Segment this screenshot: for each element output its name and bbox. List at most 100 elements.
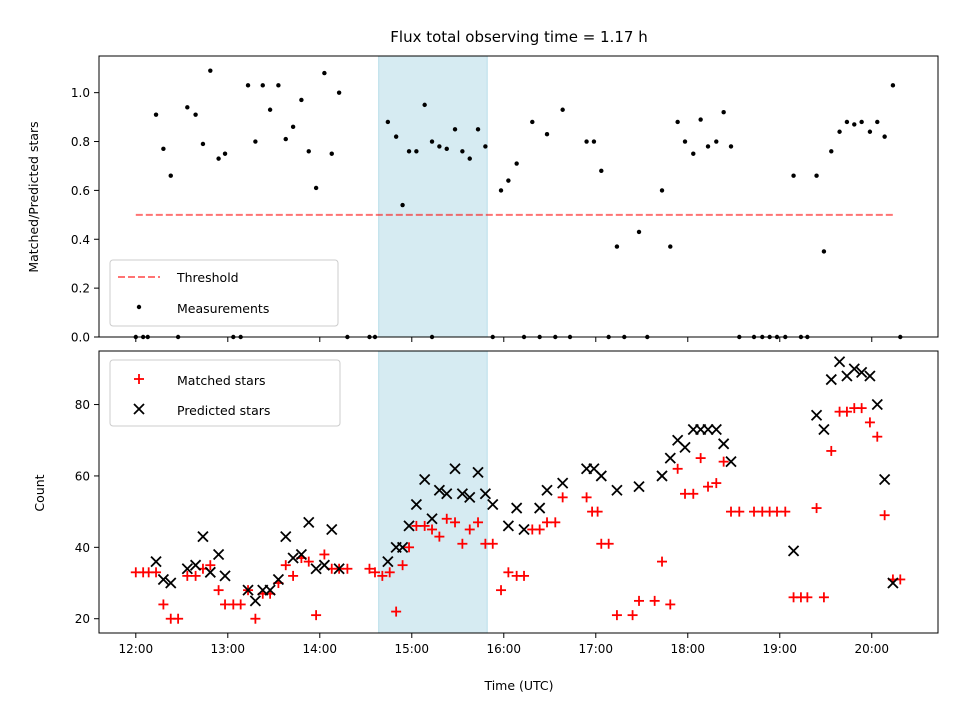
predicted-stars-point — [318, 559, 331, 571]
predicted-stars-point-b — [502, 520, 515, 532]
predicted-stars-point — [204, 566, 216, 578]
matched-stars-point — [718, 456, 729, 467]
x-tick-label: 16:00 — [486, 642, 521, 656]
predicted-stars-point-b — [382, 555, 394, 568]
predicted-stars-point-b — [725, 456, 737, 468]
predicted-stars-point — [403, 520, 415, 532]
matched-stars-point — [473, 517, 484, 528]
predicted-stars-point — [725, 456, 737, 468]
bottom-frame — [98, 350, 939, 634]
predicted-stars-point-b — [818, 423, 830, 436]
predicted-stars-point-b — [303, 516, 315, 528]
predicted-stars-point — [810, 409, 823, 421]
predicted-stars-point — [633, 481, 645, 493]
matched-stars-point — [288, 570, 299, 581]
matched-stars-point — [397, 560, 408, 571]
bottom-legend-box — [109, 359, 341, 427]
matched-stars-point — [235, 599, 246, 610]
matched-stars-point — [780, 506, 791, 517]
chart-title: Flux total observing time = 1.17 h — [390, 28, 647, 46]
matched-stars-point — [734, 506, 745, 517]
measurements-point — [659, 188, 665, 193]
predicted-stars-point — [272, 573, 285, 586]
measurements-point — [208, 68, 213, 73]
predicted-stars-point-b — [710, 423, 722, 436]
predicted-stars-point — [410, 498, 423, 511]
x-tick-label: 15:00 — [394, 642, 429, 656]
matched-stars-point — [158, 599, 169, 610]
predicted-stars-point — [456, 488, 469, 500]
predicted-stars-point-b — [204, 566, 216, 578]
measurements-point — [560, 107, 565, 112]
legend-measurements-swatch — [136, 304, 142, 310]
predicted-stars-point — [787, 545, 800, 557]
measurements-point — [844, 119, 850, 125]
x-axis-label: Time (UTC) — [483, 678, 553, 693]
predicted-stars-point — [887, 577, 899, 589]
predicted-stars-point-b — [871, 398, 883, 411]
top-data-points — [133, 68, 903, 340]
matched-stars-point — [457, 538, 468, 549]
legend-matched-label: Matched stars — [177, 373, 265, 388]
top-y-tick-label: 0.4 — [71, 233, 90, 247]
matched-stars-point — [611, 610, 622, 621]
measurements-point — [153, 112, 159, 117]
measurements-point — [329, 151, 334, 156]
measurements-point — [245, 83, 251, 88]
matched-stars-point — [672, 463, 683, 474]
matched-stars-point — [173, 613, 184, 624]
predicted-stars-point-b — [326, 523, 338, 536]
matched-stars-point — [205, 560, 216, 571]
predicted-stars-point-b — [396, 541, 409, 553]
matched-stars-point — [450, 517, 461, 528]
measurements-point — [691, 151, 696, 156]
measurements-point — [614, 244, 620, 249]
measurements-point — [414, 149, 419, 154]
top-axis-ticks: 0.0 0.2 0.4 0.6 0.8 1.0 — [71, 86, 873, 345]
predicted-stars-point — [534, 502, 546, 514]
measurements-point — [514, 161, 519, 166]
matched-stars-point — [856, 403, 867, 414]
predicted-stars-point — [333, 563, 345, 575]
bottom-data-points — [130, 356, 906, 624]
predicted-stars-point-b — [588, 463, 600, 475]
bot-y-tick-label: 60 — [75, 469, 90, 483]
measurements-point — [216, 156, 221, 161]
predicted-stars-point — [541, 484, 553, 496]
predicted-stars-point — [833, 356, 846, 368]
x-tick-label: 19:00 — [762, 642, 797, 656]
predicted-stars-point-b — [879, 473, 891, 486]
predicted-stars-point-b — [679, 441, 691, 454]
predicted-stars-point-b — [534, 502, 546, 514]
predicted-stars-point — [472, 466, 484, 479]
predicted-stars-point — [511, 502, 523, 514]
matched-stars-point — [634, 595, 645, 606]
matched-stars-point — [550, 517, 561, 528]
predicted-stars-point — [441, 488, 453, 500]
predicted-stars-point — [557, 477, 569, 489]
measurements-point — [859, 119, 864, 125]
predicted-stars-point — [189, 559, 202, 571]
top-panel: 0.0 0.2 0.4 0.6 0.8 1.0 Matched/Predicted sta… — [26, 55, 939, 345]
matched-stars-point — [434, 531, 445, 542]
predicted-stars-point-b — [157, 573, 170, 586]
predicted-stars-point — [280, 530, 292, 543]
measurements-point — [467, 156, 472, 161]
matched-stars-point — [319, 549, 330, 560]
predicted-stars-point — [326, 523, 338, 536]
predicted-stars-point — [679, 441, 691, 454]
predicted-stars-point-b — [426, 513, 438, 525]
matched-stars-point — [872, 431, 883, 442]
predicted-stars-point — [825, 373, 837, 386]
matched-stars-point — [519, 570, 530, 581]
measurements-point — [422, 102, 427, 108]
matched-stars-point — [802, 592, 813, 603]
top-legend: Threshold Measurements — [109, 259, 339, 327]
matched-stars-point — [649, 595, 660, 606]
measurements-point — [452, 127, 458, 132]
measurements-point — [498, 188, 504, 193]
measurements-point — [791, 173, 796, 178]
predicted-stars-point — [419, 473, 431, 486]
measurements-point — [406, 149, 412, 154]
